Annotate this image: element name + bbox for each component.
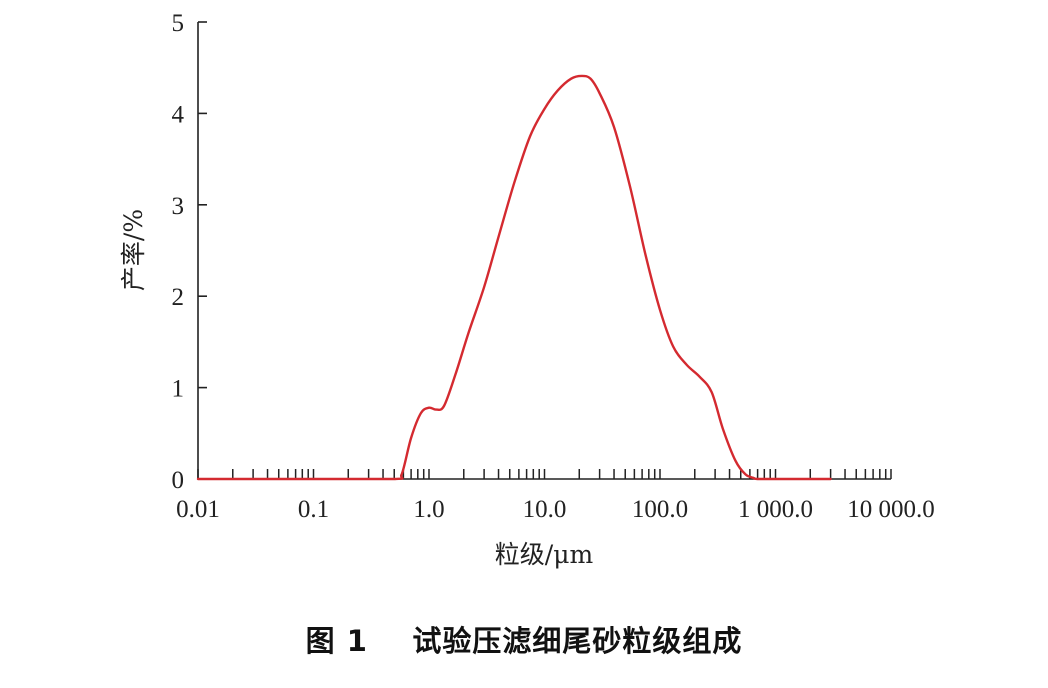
x-tick-label: 0.01: [176, 496, 220, 523]
chart: 0 1 2 3 4 5 0.01 0.1 1.0 10.0 100.0 1 000.0 10 000.0…: [119, 10, 935, 569]
y-tick-label: 3: [172, 193, 185, 220]
x-tick-label: 1.0: [413, 496, 444, 523]
tick-labels: 0 1 2 3 4 5 0.01 0.1 1.0 10.0 100.0 1 000.0 10 000.0: [172, 10, 935, 523]
series-layer: [196, 74, 832, 481]
x-tick-label: 10 000.0: [847, 496, 935, 523]
axes: [197, 22, 891, 480]
x-tick-label: 1 000.0: [738, 496, 813, 523]
y-tick-label: 0: [172, 467, 185, 494]
y-tick-label: 2: [172, 284, 185, 311]
series-line: [196, 74, 832, 481]
y-tick-label: 5: [172, 10, 185, 37]
x-tick-label: 0.1: [298, 496, 329, 523]
figure-caption: 图 1 试验压滤细尾砂粒级组成: [0, 618, 1048, 668]
y-axis-title: 产率/%: [119, 209, 148, 291]
x-tick-label: 100.0: [632, 496, 688, 523]
x-axis-title: 粒级/μm: [495, 540, 594, 569]
x-tick-label: 10.0: [523, 496, 567, 523]
particle-size-chart: 0 1 2 3 4 5 0.01 0.1 1.0 10.0 100.0 1 000.0 10 000.0…: [119, 10, 935, 569]
figure-number: 图 1: [305, 624, 368, 658]
y-tick-label: 1: [172, 376, 185, 403]
y-tick-label: 4: [172, 101, 185, 128]
tick-marks: [197, 21, 892, 480]
figure-title: 试验压滤细尾砂粒级组成: [412, 624, 743, 658]
